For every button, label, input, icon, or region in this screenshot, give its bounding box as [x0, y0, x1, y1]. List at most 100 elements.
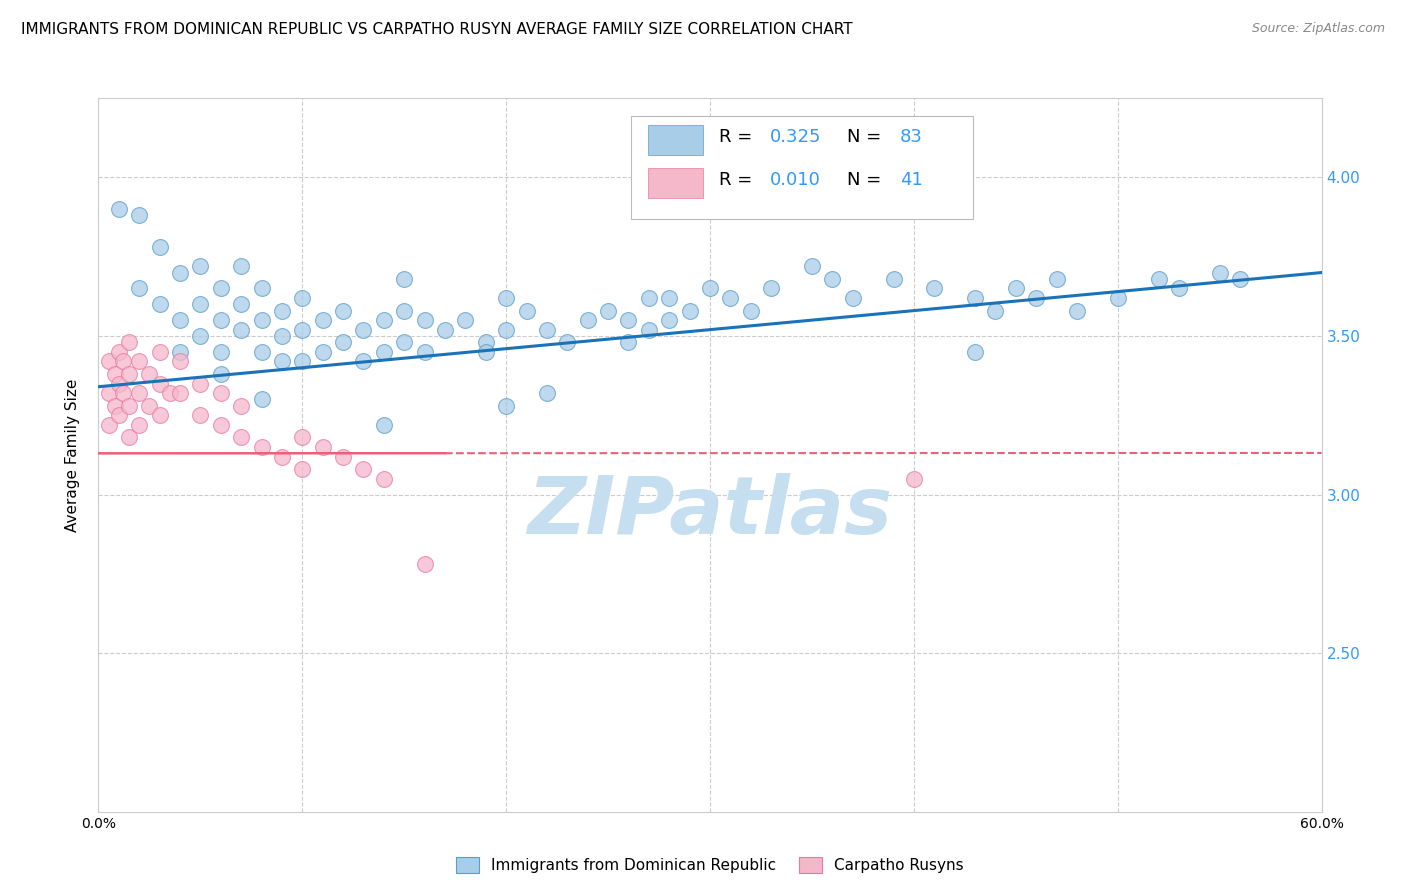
Point: [270, 450, 294, 464]
Point: [138, 367, 160, 381]
Point: [413, 313, 436, 327]
Text: 0.010: 0.010: [770, 171, 821, 189]
Point: [270, 303, 294, 318]
Point: [474, 344, 498, 359]
Point: [332, 303, 354, 318]
Text: 0.325: 0.325: [770, 128, 821, 146]
Point: [720, 291, 742, 305]
Point: [270, 354, 294, 368]
Point: [1025, 291, 1047, 305]
Point: [801, 259, 824, 273]
Point: [1229, 272, 1251, 286]
Point: [138, 399, 160, 413]
Point: [104, 399, 127, 413]
Point: [291, 291, 314, 305]
Point: [231, 430, 253, 444]
Point: [761, 281, 783, 295]
Point: [149, 409, 172, 423]
Point: [169, 266, 191, 280]
Point: [352, 323, 374, 337]
Point: [291, 323, 314, 337]
Point: [413, 344, 436, 359]
Point: [149, 344, 172, 359]
Point: [352, 462, 374, 476]
Point: [128, 386, 150, 401]
Point: [250, 313, 273, 327]
Point: [111, 354, 134, 368]
Legend: Immigrants from Dominican Republic, Carpatho Rusyns: Immigrants from Dominican Republic, Carp…: [450, 851, 970, 879]
Point: [373, 313, 395, 327]
Point: [118, 430, 141, 444]
Point: [841, 291, 863, 305]
Point: [291, 430, 314, 444]
Point: [312, 313, 335, 327]
Point: [128, 417, 150, 432]
Point: [250, 281, 273, 295]
Point: [128, 281, 150, 295]
Point: [104, 367, 127, 381]
Point: [1147, 272, 1170, 286]
Point: [903, 472, 925, 486]
Point: [392, 303, 416, 318]
Text: 83: 83: [900, 128, 922, 146]
Point: [188, 376, 212, 391]
Point: [149, 240, 172, 254]
Point: [332, 450, 354, 464]
Point: [250, 440, 273, 454]
Point: [413, 558, 436, 572]
Point: [557, 335, 579, 350]
Text: N =: N =: [846, 128, 887, 146]
Point: [169, 354, 191, 368]
Point: [250, 392, 273, 407]
Point: [149, 297, 172, 311]
Point: [965, 344, 987, 359]
Point: [291, 354, 314, 368]
Text: R =: R =: [718, 128, 758, 146]
Point: [740, 303, 762, 318]
Point: [118, 335, 141, 350]
Text: R =: R =: [718, 171, 758, 189]
Point: [516, 303, 538, 318]
Point: [231, 297, 253, 311]
Point: [598, 303, 620, 318]
Y-axis label: Average Family Size: Average Family Size: [65, 378, 80, 532]
Point: [149, 376, 172, 391]
Point: [821, 272, 844, 286]
Point: [454, 313, 477, 327]
Point: [922, 281, 945, 295]
Point: [1167, 281, 1189, 295]
Point: [392, 272, 416, 286]
Point: [373, 472, 395, 486]
Point: [679, 303, 702, 318]
Point: [97, 354, 120, 368]
Point: [111, 386, 134, 401]
Point: [209, 386, 232, 401]
Point: [392, 335, 416, 350]
Point: [97, 386, 120, 401]
Point: [699, 281, 721, 295]
Point: [474, 335, 498, 350]
Point: [1066, 303, 1088, 318]
Point: [159, 386, 181, 401]
Point: [169, 313, 191, 327]
Point: [118, 399, 141, 413]
Point: [108, 376, 131, 391]
Point: [128, 354, 150, 368]
Text: N =: N =: [846, 171, 887, 189]
Point: [291, 462, 314, 476]
Point: [883, 272, 905, 286]
Point: [209, 281, 232, 295]
Point: [495, 399, 517, 413]
Point: [1107, 291, 1129, 305]
Point: [638, 291, 661, 305]
Point: [495, 323, 517, 337]
Point: [352, 354, 374, 368]
Point: [231, 259, 253, 273]
Point: [536, 323, 558, 337]
FancyBboxPatch shape: [648, 168, 703, 198]
Point: [1045, 272, 1069, 286]
Text: IMMIGRANTS FROM DOMINICAN REPUBLIC VS CARPATHO RUSYN AVERAGE FAMILY SIZE CORRELA: IMMIGRANTS FROM DOMINICAN REPUBLIC VS CA…: [21, 22, 852, 37]
Point: [188, 297, 212, 311]
Point: [108, 344, 131, 359]
Point: [312, 344, 335, 359]
